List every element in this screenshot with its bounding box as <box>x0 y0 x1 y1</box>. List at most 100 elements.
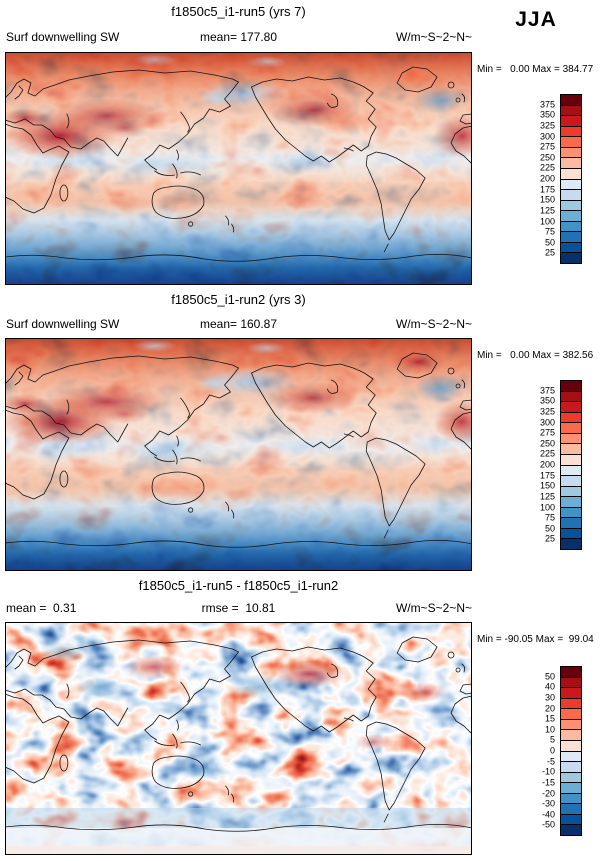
colorbar-tick: 125 <box>539 491 555 502</box>
panel3-mean-label: mean = 0.31 <box>6 601 77 615</box>
colorbar-cell <box>561 506 581 518</box>
colorbar-tick: 250 <box>539 152 555 163</box>
colorbar-cell <box>561 803 581 814</box>
colorbar-tick: 275 <box>539 141 555 152</box>
colorbar-cell <box>561 443 581 454</box>
colorbar-tick: -50 <box>541 819 555 830</box>
colorbar-tick: 225 <box>539 448 555 459</box>
colorbar-cell <box>561 252 581 263</box>
colorbar-cell <box>561 792 581 804</box>
colorbar-cell <box>561 708 581 719</box>
colorbar-tick: 75 <box>544 512 555 523</box>
colorbar-cell <box>561 157 581 168</box>
colorbar-cell <box>561 538 581 549</box>
panel2-minmax: Min = 0.00 Max = 382.56 <box>477 350 594 361</box>
colorbar-cell <box>561 761 581 772</box>
colorbar-cell <box>561 422 581 433</box>
colorbar-cell <box>561 167 581 179</box>
panel3-map <box>5 622 472 855</box>
panel1-mean-label: mean= 177.80 <box>199 30 278 44</box>
colorbar-tick: 30 <box>544 692 555 703</box>
panel2-map-border <box>5 338 472 571</box>
colorbar-tick: 200 <box>539 459 555 470</box>
colorbar-cell <box>561 729 581 740</box>
colorbar-cell <box>561 496 581 507</box>
colorbar-cell <box>561 475 581 486</box>
colorbar-cell <box>561 178 581 190</box>
panel2-mean-label: mean= 160.87 <box>199 317 278 331</box>
colorbar-cell <box>561 125 581 137</box>
colorbar-tick: 25 <box>544 247 555 258</box>
colorbar-cell <box>561 231 581 242</box>
colorbar-tick: 175 <box>539 184 555 195</box>
colorbar-cell <box>561 782 581 793</box>
panel1-title: f1850c5_i1-run5 (yrs 7) <box>171 4 306 19</box>
colorbar-tick: 100 <box>539 502 555 512</box>
colorbar-cell <box>561 95 581 105</box>
panel1-colorbar: 375 350 325 300 275 250 225 200 175 150 125 100 75 50… <box>530 94 582 264</box>
panel2-units-label: W/m~S~2~N~ <box>395 317 472 331</box>
panel1-map-border <box>5 52 472 285</box>
panel1-header-row: Surf downwelling SW mean= 177.80 W/m~S~2… <box>0 30 614 45</box>
colorbar-cell <box>561 687 581 698</box>
colorbar-tick: 50 <box>544 523 555 534</box>
panel2-variable-label: Surf downwelling SW <box>6 317 120 331</box>
colorbar-cell <box>561 199 581 211</box>
panel2-texture <box>5 338 472 571</box>
colorbar-tick: 375 <box>539 385 555 396</box>
colorbar-tick: 350 <box>539 109 555 120</box>
colorbar-tick-labels: 375 350 325 300 275 250 225 200 175 150 125 100 75 50… <box>530 380 560 550</box>
colorbar-tick: 225 <box>539 162 555 173</box>
colorbar-cell <box>561 136 581 147</box>
colorbar-cell <box>561 104 581 116</box>
colorbar-tick: 300 <box>539 417 555 427</box>
colorbar-tick: 5 <box>549 734 555 745</box>
colorbar-cell <box>561 824 581 835</box>
colorbar-cell <box>561 464 581 476</box>
colorbar-cell <box>561 453 581 465</box>
colorbar-swatches <box>560 94 582 264</box>
colorbar-cell <box>561 813 581 825</box>
colorbar-cell <box>561 739 581 751</box>
colorbar-tick-labels: 375 350 325 300 275 250 225 200 175 150 125 100 75 50… <box>530 94 560 264</box>
season-label: JJA <box>515 8 557 31</box>
colorbar-tick: 350 <box>539 395 555 406</box>
colorbar-cell <box>561 771 581 783</box>
colorbar-tick: -20 <box>541 788 555 798</box>
colorbar-tick: 0 <box>549 745 555 756</box>
colorbar-cell <box>561 676 581 688</box>
colorbar-tick: 275 <box>539 427 555 438</box>
colorbar-cell <box>561 527 581 539</box>
colorbar-tick: -5 <box>546 756 555 767</box>
colorbar-tick: 25 <box>544 533 555 544</box>
colorbar-tick: 250 <box>539 438 555 449</box>
colorbar-cell <box>561 210 581 221</box>
colorbar-tick: 300 <box>539 131 555 141</box>
colorbar-tick: 125 <box>539 205 555 216</box>
panel2-map <box>5 338 472 571</box>
panel3-title: f1850c5_i1-run5 - f1850c5_i1-run2 <box>138 578 339 593</box>
panel2-header-row: Surf downwelling SW mean= 160.87 W/m~S~2… <box>0 317 614 332</box>
panel3-rmse-label: rmse = 10.81 <box>201 601 276 615</box>
colorbar-tick: 50 <box>544 237 555 248</box>
colorbar-tick: 100 <box>539 216 555 226</box>
colorbar-cell <box>561 146 581 158</box>
colorbar-tick: 150 <box>539 194 555 205</box>
panel1-texture <box>5 52 472 285</box>
colorbar-swatches <box>560 666 582 836</box>
colorbar-cell <box>561 750 581 762</box>
colorbar-tick: -40 <box>541 809 555 820</box>
colorbar-cell <box>561 189 581 200</box>
colorbar-cell <box>561 390 581 402</box>
colorbar-tick: -15 <box>541 777 555 788</box>
colorbar-tick: 50 <box>544 671 555 682</box>
panel3-map-border <box>5 622 472 855</box>
colorbar-tick: 40 <box>544 681 555 692</box>
colorbar-cell <box>561 115 581 126</box>
panel1-minmax: Min = 0.00 Max = 384.77 <box>477 64 594 75</box>
colorbar-cell <box>561 401 581 412</box>
colorbar-cell <box>561 241 581 253</box>
panel3-units-label: W/m~S~2~N~ <box>395 601 472 615</box>
colorbar-tick: 325 <box>539 120 555 131</box>
colorbar-cell <box>561 220 581 232</box>
